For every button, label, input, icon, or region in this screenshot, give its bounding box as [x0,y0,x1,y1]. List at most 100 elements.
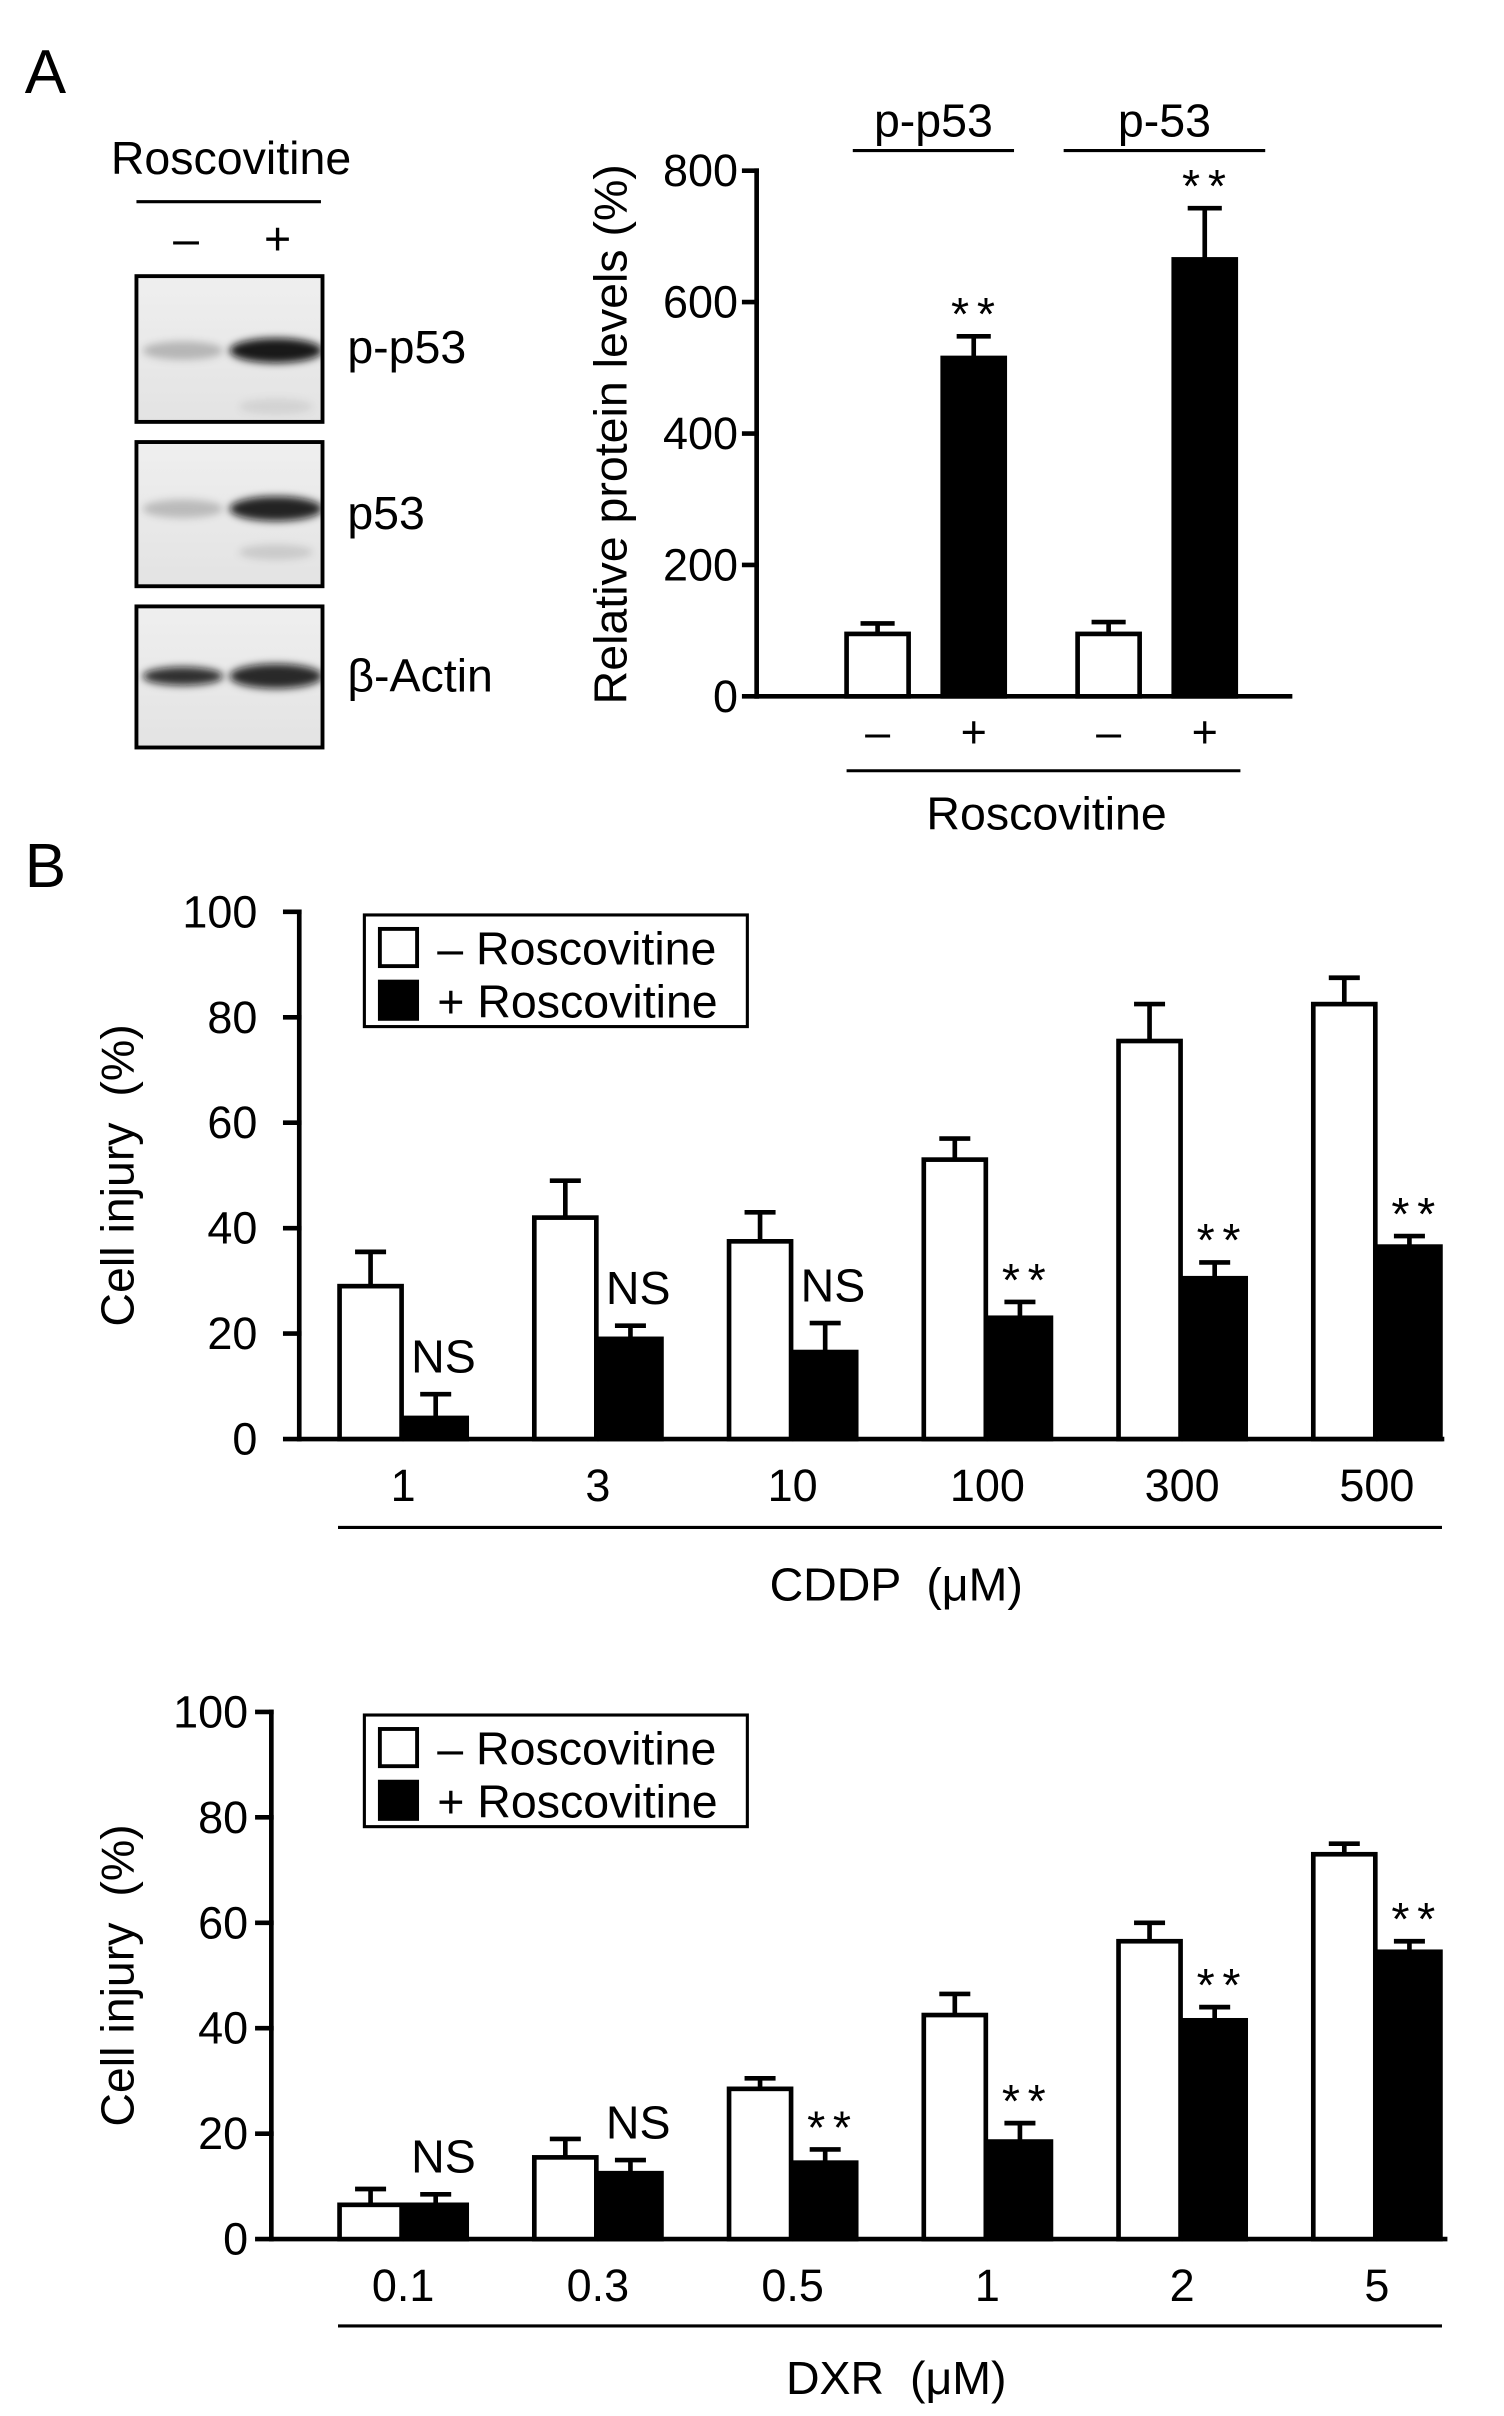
group-label: p-53 [1118,95,1211,147]
blot-treatment-label: Roscovitine [111,132,351,184]
y-tick-label: 80 [198,1792,248,1843]
blot-border [134,274,325,424]
legend-swatch [377,926,420,969]
bar-minus-roscovitine [726,2086,794,2242]
bar-minus-roscovitine [1310,1851,1378,2242]
blot-rows: p-p53 p53 β-Actin [134,274,493,750]
blot-lane-label-minus: – [173,212,199,264]
significance-label: NS [606,2096,671,2148]
blot-band [229,663,323,689]
bar-plus-roscovitine [1181,2017,1249,2242]
bar-plus-roscovitine [791,1349,859,1442]
x-tick-label: – [865,706,890,757]
bar-plus-roscovitine [597,2170,664,2242]
significance-label: ** [807,2101,859,2153]
significance-label: ** [1391,1188,1443,1240]
bar-plus-roscovitine [986,1315,1054,1442]
significance-label: NS [801,1259,866,1311]
blot-faint-band [238,544,314,560]
bar-plus-roscovitine [986,2139,1054,2242]
bar [940,355,1008,699]
blot-band [229,496,323,522]
y-tick-label: 0 [713,671,738,722]
y-axis-label: Relative protein levels (%) [584,164,636,704]
blot-row: p53 [134,440,425,589]
significance-label: ** [1002,2075,1054,2127]
group-label: p-p53 [874,95,993,147]
blot-band [142,666,224,686]
bar-plus-roscovitine [1376,1949,1443,2242]
x-axis-label: CDDP (μM) [770,1558,1023,1610]
significance-label: ** [951,288,1003,340]
bar-plus-roscovitine [1181,1275,1249,1442]
x-tick-label: 0.1 [372,2260,435,2311]
y-tick-label: 0 [232,1414,257,1465]
significance-label: NS [411,1331,476,1383]
y-tick-label: 80 [207,992,257,1043]
x-tick-label: 300 [1145,1460,1220,1511]
x-tick-label: 3 [585,1460,610,1511]
legend: – Roscovitine+ Roscovitine [362,1713,749,1829]
protein-levels-chart: 0 200 400 600 800 – + ** – + ** p-p53 p-53 Roscovitin… [584,95,1293,840]
x-tick-label: 5 [1364,2260,1389,2311]
blot-band [142,341,224,360]
dxr-cell-injury-chart: 0 20 40 60 80 100 0.1 NS 0.3 NS 0.5 ** 1 ** 2 ** 5 ** – Ro… [91,1686,1448,2404]
bar-minus-roscovitine [921,1157,989,1442]
significance-label: ** [1197,1214,1249,1266]
bar-minus-roscovitine [1310,1001,1378,1442]
x-tick-label: 0.5 [761,2260,824,2311]
x-tick-label: – [1096,706,1121,757]
significance-label: ** [1197,1959,1249,2011]
y-tick-label: 20 [198,2108,248,2159]
bar-plus-roscovitine [597,1336,664,1442]
panel-b-label: B [25,832,66,901]
bar-minus-roscovitine [531,1215,599,1442]
bar-plus-roscovitine [791,2160,859,2242]
x-tick-label: 0.3 [567,2260,630,2311]
bar-minus-roscovitine [337,2202,404,2242]
legend-box [362,1713,749,1829]
bar-plus-roscovitine [1376,1244,1443,1442]
y-tick-label: 100 [173,1686,248,1737]
y-tick-label: 20 [207,1308,257,1359]
western-blot: Roscovitine – + p-p53 p53 β-Actin [111,132,493,750]
panel-a-label: A [25,38,67,107]
y-tick-label: 600 [663,277,738,328]
blot-border [134,604,325,750]
y-tick-label: 400 [663,408,738,459]
blot-band [229,338,323,363]
x-tick-label: 2 [1170,2260,1195,2311]
y-tick-label: 40 [198,2003,248,2054]
blot-row-label: p-p53 [347,321,466,373]
bar-minus-roscovitine [1116,1038,1183,1442]
bar-minus-roscovitine [337,1283,404,1442]
y-tick-label: 100 [182,886,257,937]
bar-plus-roscovitine [402,1415,470,1442]
x-tick-label: 100 [950,1460,1025,1511]
blot-lane-label-plus: + [264,212,291,264]
blot-border [134,440,325,589]
y-tick-label: 800 [663,145,738,196]
bar-minus-roscovitine [1116,1938,1183,2242]
x-axis-label: DXR (μM) [786,2352,1007,2404]
y-axis-label: Cell injury (%) [91,1024,143,1326]
legend: – Roscovitine+ Roscovitine [362,913,749,1029]
legend-box [362,913,749,1029]
x-tick-label: 500 [1339,1460,1414,1511]
blot-row-label: p53 [347,487,425,539]
bar-minus-roscovitine [921,2012,989,2242]
significance-label: ** [1391,1893,1443,1945]
bar [1075,631,1142,699]
blot-row: β-Actin [134,604,493,750]
bar [844,631,911,699]
legend-swatch [377,979,420,1021]
legend-swatch [377,1727,420,1769]
blot-faint-band [238,398,314,415]
legend-label: + Roscovitine [437,975,717,1027]
bar-minus-roscovitine [531,2155,599,2242]
y-tick-label: 60 [207,1097,257,1148]
blot-row: p-p53 [134,274,466,424]
x-tick-label: + [961,706,987,757]
legend-swatch [377,1779,420,1821]
